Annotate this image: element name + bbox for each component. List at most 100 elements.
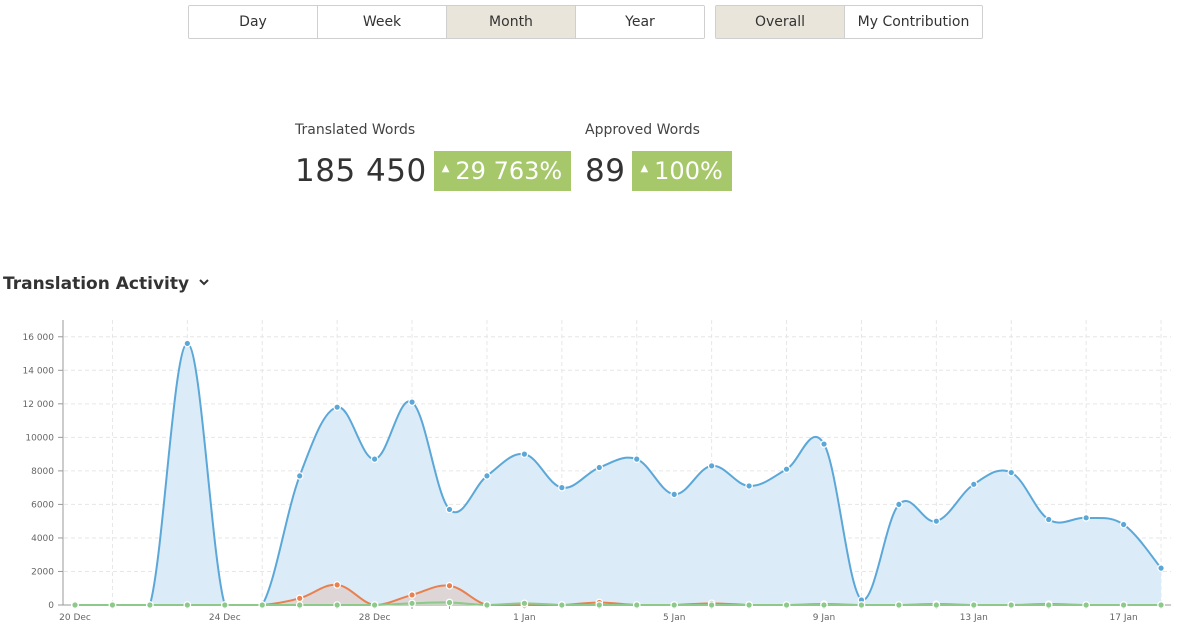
series-other-point [1007, 601, 1016, 609]
series-translated-point [183, 339, 192, 348]
series-other-point [707, 601, 716, 609]
series-translated-point [483, 472, 491, 480]
series-translated-point [782, 465, 791, 474]
series-other-point [108, 601, 117, 609]
series-other-point [520, 599, 529, 608]
series-other-point [558, 601, 566, 609]
tab-week[interactable]: Week [318, 6, 447, 38]
series-translated-point [969, 480, 978, 489]
series-other-point [670, 601, 679, 609]
series-other-point [745, 601, 753, 609]
y-tick-label: 12 000 [23, 400, 55, 410]
series-translated-point [632, 455, 641, 463]
approved-words-value: 89 [585, 153, 626, 189]
series-translated-point [295, 472, 304, 480]
series-approved-area [75, 584, 1162, 605]
series-other-point [333, 601, 341, 609]
tab-overall[interactable]: Overall [716, 6, 845, 38]
chevron-down-icon [199, 279, 209, 286]
x-tick-label: 5 Jan [663, 613, 685, 623]
y-tick-label: 8000 [31, 467, 54, 477]
x-tick-label: 17 Jan [1110, 613, 1138, 623]
x-tick-label: 28 Dec [359, 613, 391, 623]
translated-words-stat: Translated Words 185 450 ▲ 29 763% [295, 121, 572, 191]
series-other-point [370, 601, 379, 609]
series-translated-point [820, 440, 828, 448]
x-tick-label: 24 Dec [209, 613, 241, 623]
series-translated-point [520, 450, 529, 458]
tab-year[interactable]: Year [576, 6, 704, 38]
series-approved-point [295, 594, 304, 603]
series-translated-point [707, 462, 716, 470]
series-translated-point [1007, 468, 1016, 477]
series-other-point [483, 601, 491, 609]
translated-words-change: 29 763% [455, 157, 563, 185]
y-tick-label: 14 000 [23, 366, 55, 376]
series-other-point [595, 601, 604, 609]
series-approved-point [445, 581, 454, 590]
translation-activity-chart: 0 2000 4000 6000 8000 10000 12 000 14 000 16 000… [23, 320, 1172, 623]
translated-words-value: 185 450 [295, 153, 427, 189]
series-approved-point [408, 591, 416, 599]
series-other-point [632, 601, 641, 609]
series-other-point [221, 601, 229, 609]
y-tick-label: 16 000 [23, 333, 55, 343]
translation-activity-toggle[interactable]: Translation Activity [3, 272, 209, 296]
series-other-point [71, 601, 79, 609]
period-selector: Day Week Month Year [188, 5, 705, 39]
series-translated-point [895, 500, 903, 509]
series-translated-point [1082, 514, 1090, 522]
series-other-point [408, 599, 416, 608]
series-translated-point [445, 505, 454, 514]
x-tick-label: 13 Jan [960, 613, 988, 623]
series-translated-point [333, 403, 341, 411]
approved-words-label: Approved Words [585, 122, 700, 138]
scope-selector: Overall My Contribution [715, 5, 983, 39]
series-translated-point [1044, 515, 1053, 524]
approved-words-change-badge: ▲ 100% [632, 151, 732, 191]
series-translated-point [595, 463, 604, 472]
series-translated-point [745, 482, 753, 490]
series-translated-point [670, 490, 679, 499]
series-other-point [1119, 601, 1128, 609]
series-other-point [183, 601, 192, 609]
x-tick-label: 9 Jan [813, 613, 835, 623]
x-tick-label: 1 Jan [513, 613, 535, 623]
y-tick-label: 4000 [31, 534, 54, 544]
series-translated-point [1119, 520, 1128, 529]
series-other-point [445, 598, 454, 607]
series-other-point [969, 601, 978, 609]
series-approved-point [333, 581, 341, 589]
series-translated-point [558, 483, 566, 492]
y-tick-label: 10000 [25, 433, 54, 443]
series-translated-point [408, 398, 416, 406]
series-other-point [1044, 601, 1053, 609]
tab-my-contribution[interactable]: My Contribution [845, 6, 982, 38]
series-other-point [295, 601, 304, 609]
series-other-point [258, 601, 267, 609]
series-other-point [1082, 601, 1090, 609]
tab-day[interactable]: Day [189, 6, 318, 38]
approved-words-change: 100% [654, 157, 723, 185]
series-translated-point [370, 455, 379, 463]
series-translated-point [1157, 564, 1165, 572]
translated-words-change-badge: ▲ 29 763% [433, 151, 572, 191]
series-other-point [932, 601, 941, 609]
arrow-up-icon: ▲ [640, 163, 649, 174]
arrow-up-icon: ▲ [441, 163, 450, 174]
x-tick-label: 20 Dec [59, 613, 91, 623]
approved-words-stat: Approved Words 89 ▲ 100% [585, 121, 732, 191]
y-tick-label: 2000 [31, 567, 54, 577]
series-other-point [857, 601, 866, 609]
series-other-point [895, 601, 903, 609]
series-other-point [782, 601, 791, 609]
tab-month[interactable]: Month [447, 6, 576, 38]
series-translated-area [75, 343, 1162, 605]
series-other-point [820, 601, 828, 609]
series-translated-line [75, 342, 1162, 606]
series-other-point [1157, 601, 1165, 609]
translated-words-label: Translated Words [295, 122, 416, 138]
y-tick-label: 0 [48, 601, 54, 611]
y-tick-label: 6000 [31, 500, 54, 510]
